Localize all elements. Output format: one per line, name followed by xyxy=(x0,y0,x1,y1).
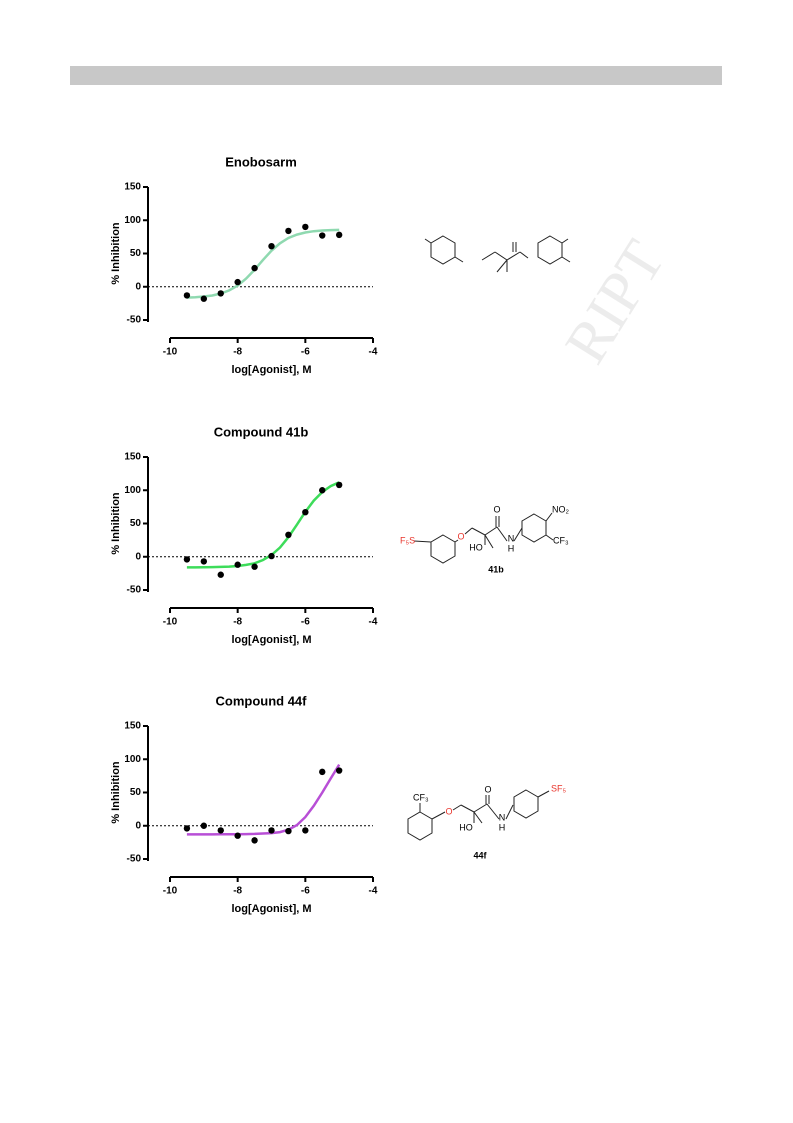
y-axis-label: % Inhibition xyxy=(110,492,122,555)
structure-41b xyxy=(413,512,554,564)
data-point xyxy=(251,837,258,844)
data-point xyxy=(234,278,241,286)
chem-label: HO xyxy=(469,542,483,552)
data-point xyxy=(183,556,191,563)
chem-label: H xyxy=(499,822,506,832)
data-point xyxy=(319,768,326,776)
chem-label: HO xyxy=(459,822,473,832)
x-tick-label: -6 xyxy=(301,347,310,358)
x-axis-label: log[Agonist], M xyxy=(231,364,311,376)
x-tick-label: -10 xyxy=(163,886,178,897)
data-point xyxy=(183,825,191,832)
chem-label: O xyxy=(457,531,464,541)
x-axis-label: log[Agonist], M xyxy=(231,903,311,915)
y-tick-label: -50 xyxy=(127,585,142,596)
data-point xyxy=(200,295,208,302)
x-tick-label: -8 xyxy=(233,347,242,358)
data-point xyxy=(217,571,224,578)
y-tick-label: 0 xyxy=(135,281,141,292)
data-point xyxy=(268,552,275,560)
fit-curve xyxy=(186,763,341,836)
y-tick-label: -50 xyxy=(127,315,142,326)
header-bar xyxy=(70,66,722,85)
data-point xyxy=(234,561,241,568)
fit-curve xyxy=(186,481,340,569)
chem-label: NO₂ xyxy=(552,504,570,514)
y-axis-label: % Inhibition xyxy=(110,222,122,285)
data-point xyxy=(319,487,326,494)
x-tick-label: -8 xyxy=(233,617,242,628)
data-point xyxy=(319,232,326,239)
chem-label: O xyxy=(484,784,491,794)
y-tick-label: 150 xyxy=(124,721,141,732)
chem-label: N xyxy=(508,533,515,543)
data-point xyxy=(285,227,292,235)
data-point xyxy=(335,767,343,774)
chart-title: Enobosarm xyxy=(225,154,297,169)
y-tick-label: -50 xyxy=(127,854,142,865)
x-tick-label: -4 xyxy=(369,617,378,628)
chem-label: CF₃ xyxy=(413,792,429,802)
compound-label: 41b xyxy=(488,564,504,574)
data-point xyxy=(268,242,275,250)
y-axis-label: % Inhibition xyxy=(110,761,122,824)
chem-label: CF₃ xyxy=(553,535,569,545)
chem-label: O xyxy=(493,504,500,514)
chart-title: Compound 41b xyxy=(214,424,309,439)
data-point xyxy=(285,827,292,835)
y-tick-label: 50 xyxy=(130,248,142,259)
x-tick-label: -10 xyxy=(163,347,178,358)
data-point xyxy=(302,827,309,834)
fit-curve xyxy=(186,228,340,299)
x-axis-label: log[Agonist], M xyxy=(231,634,311,646)
y-tick-label: 100 xyxy=(124,754,141,765)
compound-label: 44f xyxy=(473,850,487,860)
x-tick-label: -4 xyxy=(369,886,378,897)
x-tick-label: -6 xyxy=(301,886,310,897)
y-tick-label: 150 xyxy=(124,182,141,193)
y-tick-label: 0 xyxy=(135,820,141,831)
x-tick-label: -6 xyxy=(301,617,310,628)
watermark: RIPT xyxy=(552,229,677,374)
x-tick-label: -4 xyxy=(369,347,378,358)
data-point xyxy=(285,531,292,539)
chart-title: Compound 44f xyxy=(216,693,308,708)
data-point xyxy=(200,822,208,829)
y-tick-label: 50 xyxy=(130,787,142,798)
chem-label: H xyxy=(508,543,515,553)
data-point xyxy=(251,563,258,570)
y-tick-label: 50 xyxy=(130,518,142,529)
data-point xyxy=(302,508,309,516)
data-point xyxy=(200,558,208,565)
data-point xyxy=(251,264,258,272)
chem-label: O xyxy=(445,806,452,816)
structure-enobosarm xyxy=(424,235,571,273)
y-tick-label: 100 xyxy=(124,485,141,496)
data-point xyxy=(183,292,191,299)
data-point xyxy=(217,290,224,297)
chem-label: F₅S xyxy=(400,535,415,545)
y-tick-label: 150 xyxy=(124,452,141,463)
data-point xyxy=(335,481,343,489)
structure-44f xyxy=(407,789,550,841)
data-point xyxy=(268,827,275,834)
y-tick-label: 100 xyxy=(124,215,141,226)
chem-label: N xyxy=(499,812,506,822)
y-tick-label: 0 xyxy=(135,551,141,562)
chem-label: SF₅ xyxy=(551,783,567,793)
data-point xyxy=(217,827,224,834)
data-point xyxy=(335,231,343,239)
x-tick-label: -8 xyxy=(233,886,242,897)
x-tick-label: -10 xyxy=(163,617,178,628)
data-point xyxy=(302,223,309,231)
data-point xyxy=(234,832,241,839)
